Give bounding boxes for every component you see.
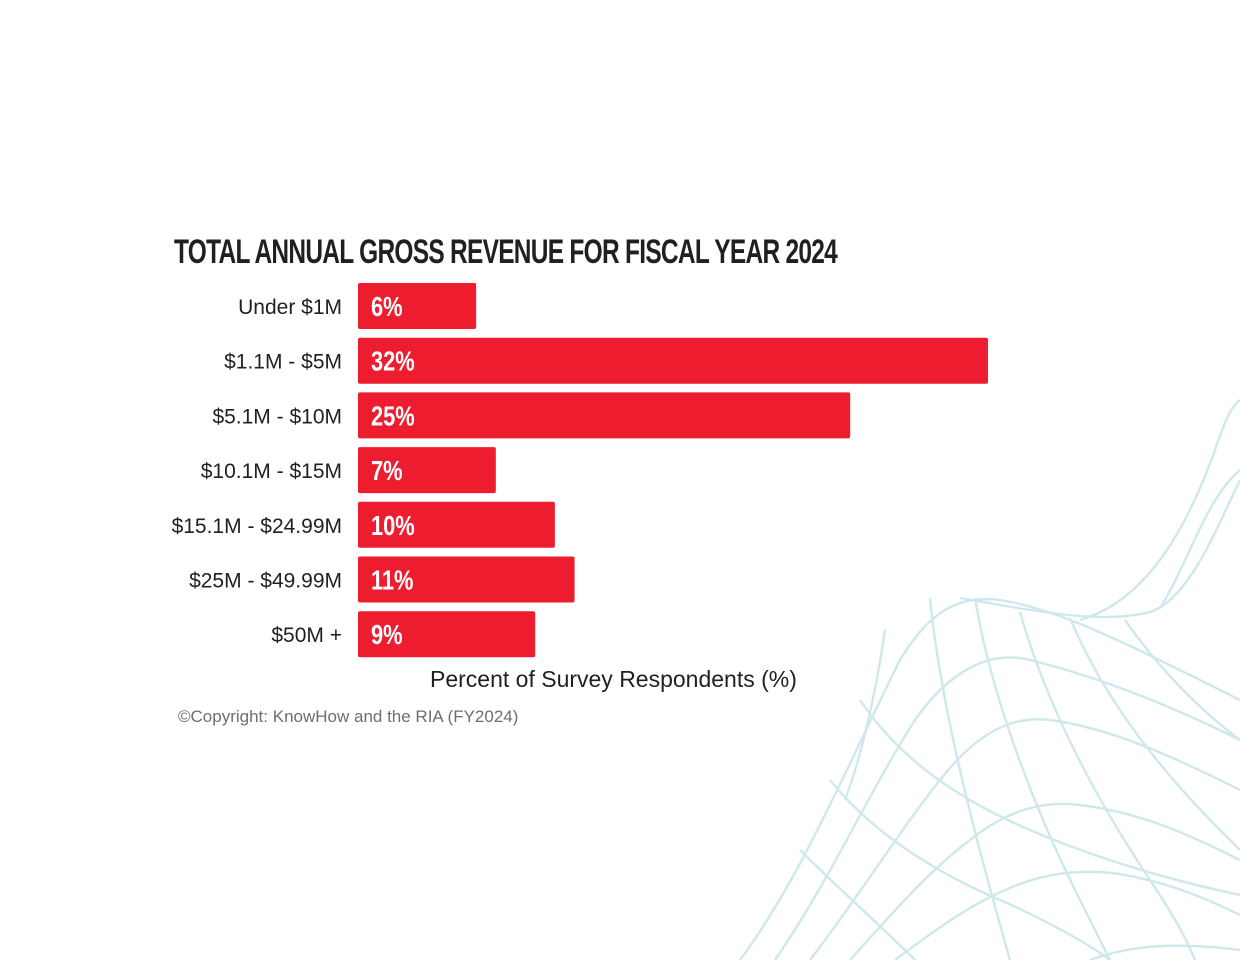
bar-value-label: 6% — [371, 291, 403, 322]
category-label: $50M + — [271, 624, 342, 647]
bar — [358, 283, 477, 329]
bar-value-label: 25% — [371, 401, 415, 432]
bar-value-label: 11% — [371, 565, 413, 596]
bar-value-label: 32% — [371, 346, 415, 377]
bar-value-label: 7% — [371, 456, 403, 487]
category-label: Under $1M — [238, 296, 342, 319]
bar — [358, 611, 536, 658]
category-label: $1.1M - $5M — [224, 351, 342, 374]
copyright-note: ©Copyright: KnowHow and the RIA (FY2024) — [178, 707, 519, 726]
category-label: $15.1M - $24.99M — [172, 515, 342, 538]
category-label: $25M - $49.99M — [189, 570, 342, 593]
category-label: $10.1M - $15M — [201, 460, 342, 483]
x-axis-label: Percent of Survey Respondents (%) — [430, 666, 797, 692]
bar-value-label: 9% — [371, 620, 403, 651]
bar — [358, 392, 851, 439]
chart-title: TOTAL ANNUAL GROSS REVENUE FOR FISCAL YE… — [174, 233, 838, 271]
bar-value-label: 10% — [371, 510, 415, 541]
bar — [358, 337, 988, 384]
bar — [358, 501, 555, 548]
bar — [358, 556, 575, 603]
category-label: $5.1M - $10M — [212, 405, 342, 428]
bar — [358, 447, 496, 494]
